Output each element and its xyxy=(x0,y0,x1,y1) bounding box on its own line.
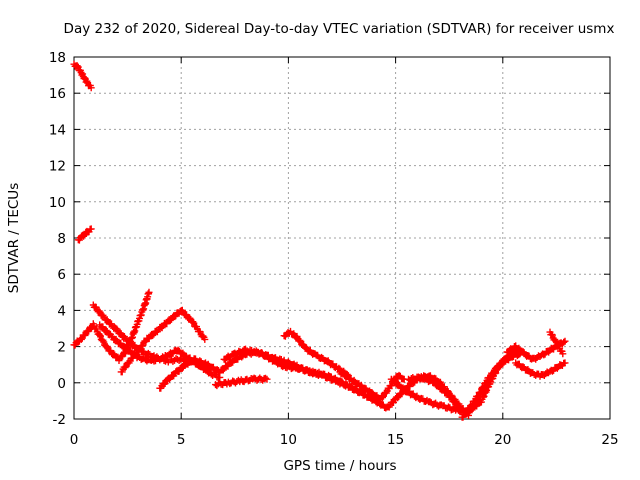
x-tick-label-0: 0 xyxy=(70,432,79,448)
series-arc-17 xyxy=(512,359,569,380)
y-tick-label-3: 4 xyxy=(57,303,66,319)
x-axis-label: GPS time / hours xyxy=(283,458,396,474)
series-markers-15 xyxy=(458,350,524,421)
series-markers-7 xyxy=(212,374,271,390)
series-arc-19 xyxy=(546,328,567,358)
series-markers-0 xyxy=(70,60,95,92)
series-arc-3 xyxy=(70,288,153,364)
y-tick-label-8: 14 xyxy=(49,122,66,138)
series-markers-2 xyxy=(70,288,153,364)
y-tick-label-1: 0 xyxy=(57,376,66,392)
series-markers-11 xyxy=(336,368,408,403)
grid xyxy=(74,57,610,419)
y-tick-label-2: 2 xyxy=(57,340,66,356)
series-arc-12 xyxy=(336,368,408,403)
series-arc-11 xyxy=(267,354,363,396)
y-axis-label: SDTVAR / TECUs xyxy=(6,183,22,293)
series-markers-14 xyxy=(405,348,520,418)
y-tick-label-6: 10 xyxy=(49,195,66,211)
series-markers-16 xyxy=(512,359,569,380)
chart-title: Day 232 of 2020, Sidereal Day-to-day VTE… xyxy=(64,21,615,37)
x-tick-label-4: 20 xyxy=(494,432,511,448)
data-points xyxy=(70,60,569,421)
series-arc-15 xyxy=(405,348,520,418)
x-tick-label-3: 15 xyxy=(387,432,404,448)
series-arc-2 xyxy=(74,225,95,244)
x-tick-label-2: 10 xyxy=(280,432,297,448)
series-markers-10 xyxy=(267,354,363,396)
x-tick-label-5: 25 xyxy=(601,432,618,448)
x-tick-label-1: 5 xyxy=(177,432,186,448)
series-arc-16 xyxy=(458,350,524,421)
series-arc-5 xyxy=(117,306,209,376)
y-tick-label-0: -2 xyxy=(53,412,66,428)
series-markers-18 xyxy=(546,328,567,358)
series-arc-8 xyxy=(212,374,271,390)
y-tick-label-7: 12 xyxy=(49,159,66,175)
series-markers-1 xyxy=(74,225,95,244)
series-markers-4 xyxy=(117,306,209,376)
y-tick-label-4: 6 xyxy=(57,267,66,283)
y-tick-label-5: 8 xyxy=(57,231,66,247)
series-arc-1 xyxy=(70,60,95,92)
y-tick-label-10: 18 xyxy=(49,50,66,66)
y-tick-label-9: 16 xyxy=(49,86,66,102)
